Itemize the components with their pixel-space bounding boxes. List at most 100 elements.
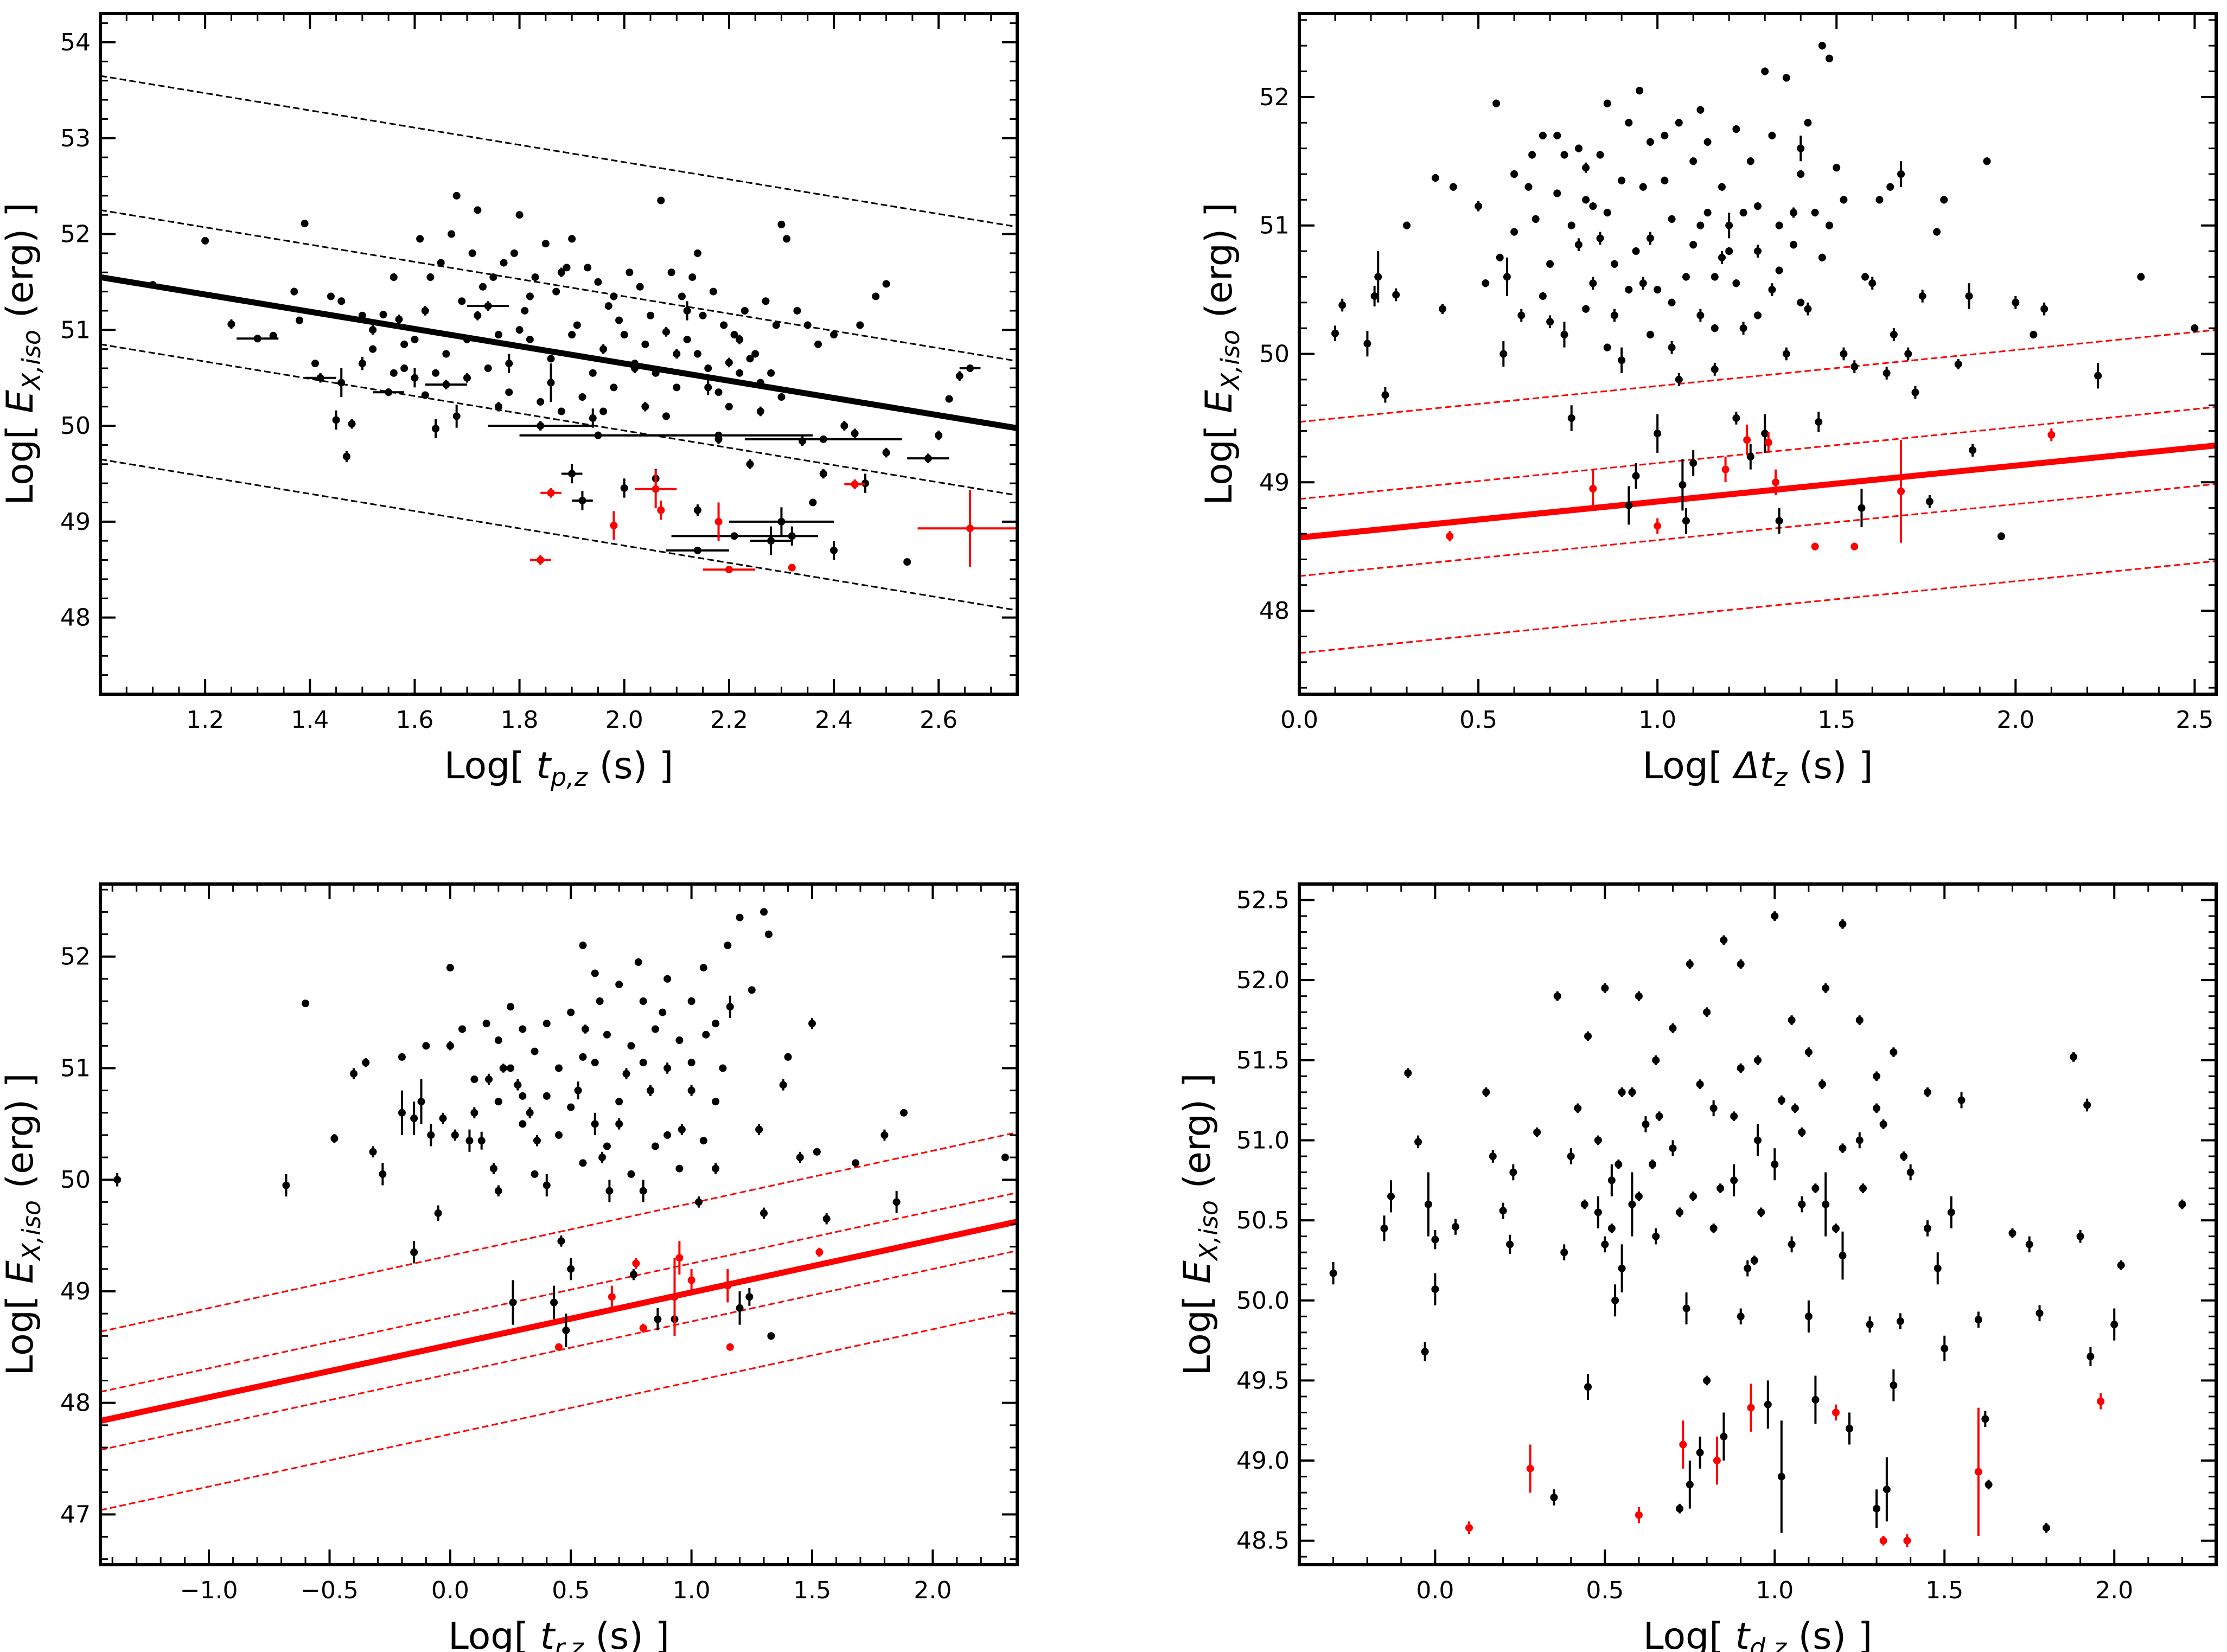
data-point — [1883, 1485, 1891, 1494]
data-point — [796, 1154, 804, 1162]
data-point — [1589, 279, 1597, 287]
data-point — [500, 259, 508, 267]
x-tick-label: 2.6 — [920, 706, 958, 734]
data-point — [1686, 1481, 1694, 1489]
data-point — [688, 273, 697, 281]
red-data-point — [1526, 1464, 1534, 1472]
x-tick-label: 0.5 — [552, 1577, 590, 1604]
data-point — [662, 328, 670, 336]
y-tick-label: 53 — [60, 125, 91, 152]
data-point — [719, 1064, 727, 1072]
data-point — [1689, 157, 1698, 165]
data-point — [557, 407, 565, 415]
data-point — [767, 369, 775, 377]
red-data-point — [714, 517, 723, 526]
data-point — [2070, 1053, 2078, 1061]
data-point — [342, 452, 350, 460]
data-point — [442, 350, 450, 358]
data-point — [626, 268, 634, 277]
data-point — [605, 1187, 614, 1195]
data-point — [647, 311, 654, 319]
data-point — [201, 236, 209, 245]
data-point — [1603, 99, 1611, 107]
data-point — [1984, 1481, 1993, 1489]
data-point — [1632, 247, 1640, 255]
data-point — [755, 1125, 763, 1134]
red-data-point — [1635, 1511, 1643, 1519]
data-point — [694, 1198, 703, 1206]
data-point — [411, 374, 419, 382]
data-point — [1797, 170, 1805, 178]
data-point — [451, 1131, 459, 1139]
data-point — [557, 268, 565, 277]
y-tick-label: 50 — [60, 412, 91, 440]
x-tick-label: 1.4 — [291, 706, 329, 734]
data-point — [1855, 1136, 1864, 1144]
data-point — [555, 1131, 563, 1139]
data-point — [1618, 356, 1626, 364]
data-point — [1499, 350, 1508, 358]
data-point — [416, 235, 424, 243]
y-tick-label: 50 — [60, 1166, 91, 1194]
data-point — [603, 1142, 611, 1150]
data-point — [760, 908, 768, 916]
data-point — [813, 1148, 821, 1156]
data-point — [1811, 1184, 1820, 1193]
x-tick-label: 0.0 — [431, 1577, 469, 1604]
data-point — [1804, 119, 1812, 127]
data-point — [555, 1064, 563, 1072]
y-tick-label: 51.5 — [1236, 1047, 1290, 1074]
data-point — [1636, 87, 1644, 95]
data-point — [446, 964, 454, 972]
red-data-point — [610, 521, 618, 529]
red-data-point — [1679, 1440, 1687, 1449]
data-point — [1788, 1016, 1796, 1024]
data-point — [712, 1164, 720, 1173]
data-point — [702, 1030, 710, 1039]
data-point — [385, 388, 393, 396]
x-tick-label: 1.0 — [673, 1577, 711, 1604]
red-data-point — [1654, 522, 1662, 530]
data-point — [627, 1170, 635, 1178]
data-point — [2086, 1353, 2095, 1361]
data-point — [547, 379, 555, 387]
data-point — [663, 975, 672, 983]
data-point — [1775, 266, 1783, 274]
data-point — [1509, 1168, 1517, 1176]
plot-area — [100, 75, 1017, 611]
data-point — [594, 431, 602, 439]
data-point — [725, 358, 733, 367]
data-point — [1879, 1120, 1887, 1128]
red-data-point — [1903, 1536, 1911, 1545]
data-point — [2040, 305, 2049, 313]
axes-frame — [1298, 882, 2218, 1566]
x-tick-label: 1.5 — [793, 1577, 831, 1604]
y-tick-label: 51 — [1259, 212, 1290, 240]
data-point — [1611, 1296, 1619, 1304]
red-data-point — [1465, 1524, 1473, 1532]
dashed-band-line — [1299, 406, 2216, 500]
data-point — [762, 297, 770, 305]
data-point — [1764, 1400, 1772, 1408]
data-point — [803, 321, 812, 329]
data-point — [808, 1020, 816, 1028]
data-point — [567, 1008, 575, 1016]
data-point — [756, 379, 764, 387]
plot-area — [1299, 42, 2216, 654]
data-point — [1381, 391, 1389, 399]
data-point — [1811, 209, 1819, 217]
data-point — [1711, 273, 1719, 281]
data-point — [1855, 1016, 1864, 1024]
data-point — [856, 321, 864, 329]
x-tick-label: 2.0 — [2095, 1577, 2133, 1604]
data-point — [567, 1265, 575, 1273]
data-point — [1718, 253, 1726, 261]
data-point — [1601, 984, 1609, 992]
data-point — [1859, 1184, 1867, 1193]
data-point — [1911, 388, 1919, 396]
data-point — [736, 1304, 744, 1312]
red-data-point — [1974, 1468, 1982, 1476]
data-point — [1811, 1395, 1820, 1404]
data-point — [1826, 54, 1834, 62]
data-point — [510, 249, 518, 257]
